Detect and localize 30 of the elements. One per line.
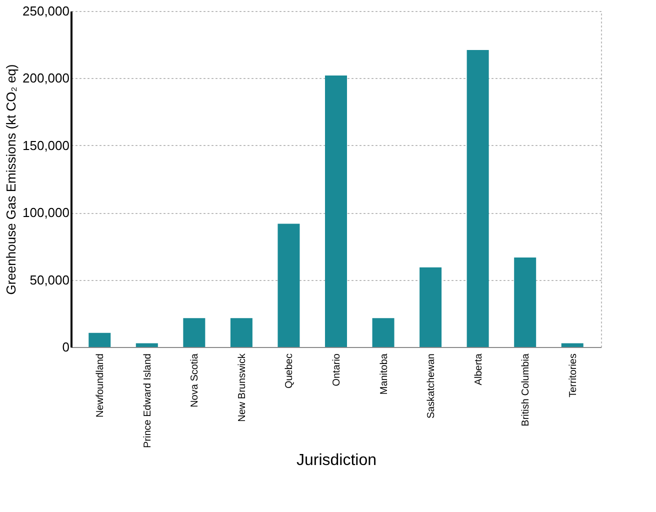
bar <box>561 343 584 347</box>
y-tick-label: 0 <box>62 340 70 354</box>
x-tick-label: Newfoundland <box>95 354 106 418</box>
bar <box>183 318 206 347</box>
x-tick-label: British Columbia <box>520 353 532 426</box>
y-tick-label: 150,000 <box>22 138 70 153</box>
y-tick-label: 100,000 <box>22 205 70 220</box>
bar <box>136 343 158 347</box>
x-tick-label: Quebec <box>284 354 296 389</box>
bar <box>514 257 536 347</box>
y-tick-label: 50,000 <box>30 272 70 288</box>
bar <box>466 50 489 347</box>
y-axis-title: Greenhouse Gas Emissions (kt CO₂ eq) <box>4 64 19 295</box>
y-tick-label: 250,000 <box>22 4 70 18</box>
bar <box>325 76 347 347</box>
x-tick-label: Nova Scotia <box>190 353 201 408</box>
bar <box>88 332 111 347</box>
x-tick-label: New Brunswick <box>236 352 248 422</box>
x-tick-label: Manitoba <box>378 353 390 395</box>
x-tick-label: Alberta <box>473 353 484 386</box>
bar <box>278 224 300 347</box>
x-tick-label: Saskatchewan <box>426 354 438 419</box>
y-tick-label: 200,000 <box>22 70 70 86</box>
x-axis-title: Jurisdiction <box>296 452 377 469</box>
x-tick-label: Prince Edward Island <box>142 354 154 448</box>
bar <box>420 267 442 347</box>
x-tick-label: Ontario <box>332 353 342 386</box>
bar <box>372 318 394 347</box>
bar <box>230 318 252 347</box>
x-tick-label: Territories <box>568 354 579 398</box>
